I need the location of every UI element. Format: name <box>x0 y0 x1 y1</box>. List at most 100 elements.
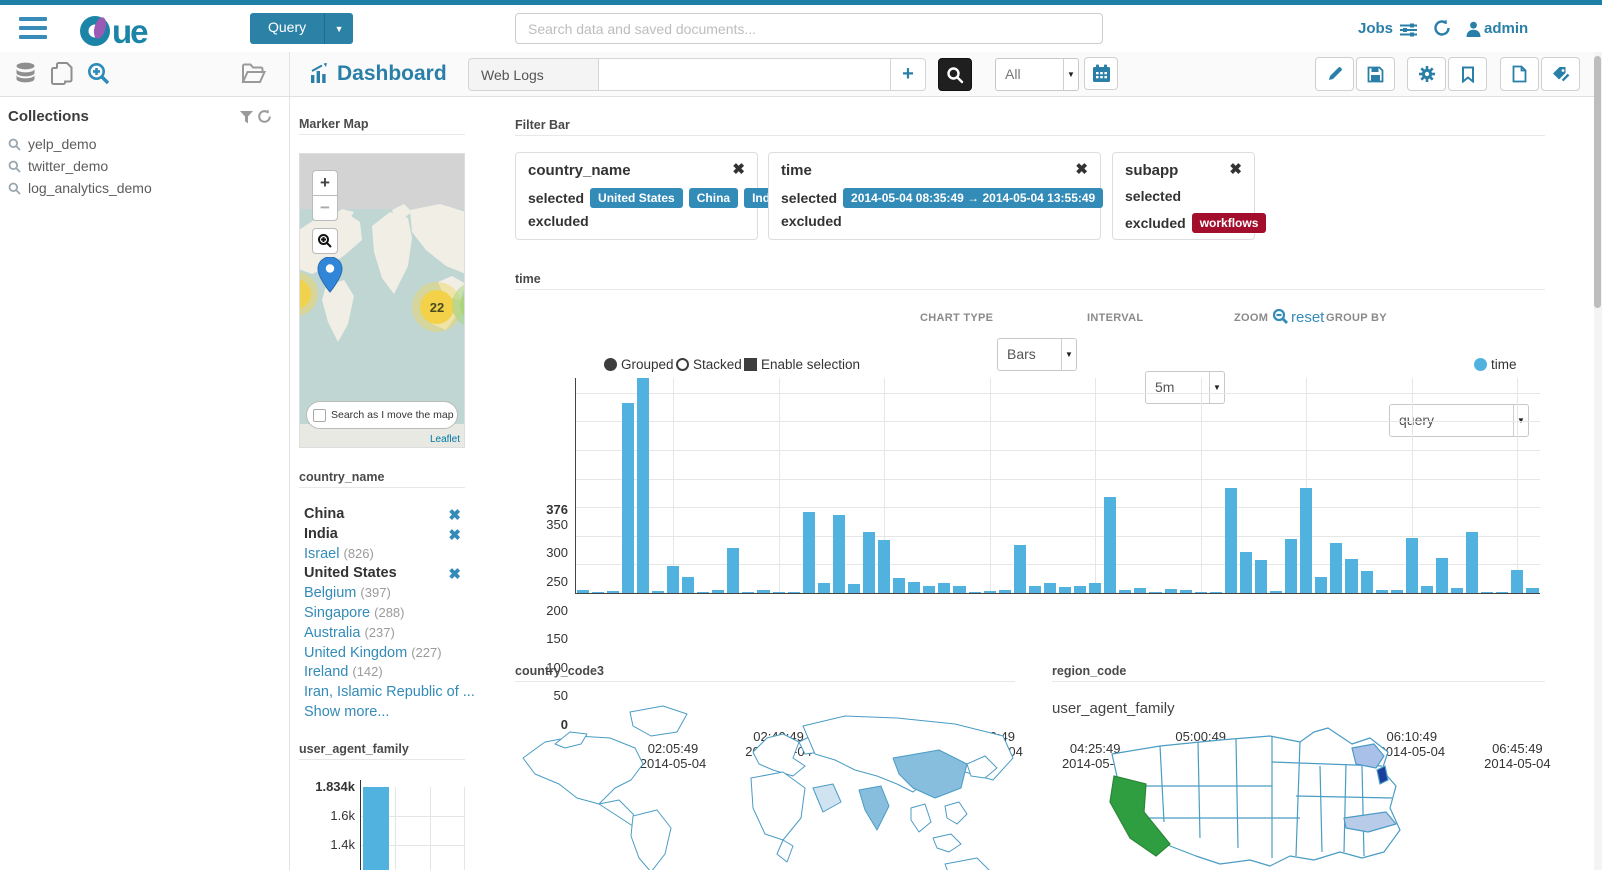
leaflet-attribution-link[interactable]: Leaflet <box>429 434 460 445</box>
time-chart-bar[interactable] <box>1164 589 1177 593</box>
time-chart-bar[interactable] <box>1134 587 1147 593</box>
filter-chip[interactable]: United States <box>590 188 683 208</box>
scrollbar-track[interactable] <box>1594 52 1602 870</box>
bookmark-icon[interactable] <box>1448 57 1487 91</box>
time-chart-bar[interactable] <box>1043 583 1056 593</box>
chart-type-select[interactable]: Bars ▼ <box>997 338 1077 371</box>
enable-selection-checkbox[interactable]: Enable selection <box>744 356 860 374</box>
tags-icon[interactable] <box>1541 57 1580 91</box>
time-chart-bar[interactable] <box>697 591 710 593</box>
folder-open-icon[interactable] <box>240 60 267 87</box>
remove-facet-icon[interactable]: ✖ <box>448 507 461 524</box>
facet-item[interactable]: Iran, Islamic Republic of ... <box>304 684 475 704</box>
time-chart-bar[interactable] <box>1239 551 1253 593</box>
edit-button[interactable] <box>1315 57 1354 91</box>
facet-item-label[interactable]: Israel <box>304 545 340 562</box>
user-icon[interactable] <box>1466 21 1481 37</box>
time-chart-bar[interactable] <box>1300 487 1313 593</box>
facet-item-label[interactable]: Singapore <box>304 604 371 621</box>
grouped-radio[interactable]: Grouped <box>604 356 674 374</box>
search-as-move-checkbox[interactable] <box>313 408 326 422</box>
filter-funnel-icon[interactable] <box>240 111 253 124</box>
remove-facet-icon[interactable]: ✖ <box>448 526 461 544</box>
database-icon[interactable] <box>14 62 37 86</box>
time-chart-bar[interactable] <box>591 591 604 593</box>
time-chart-bar[interactable] <box>1149 591 1162 593</box>
time-chart-bar[interactable] <box>1315 577 1328 593</box>
time-chart-bar[interactable] <box>1466 531 1479 593</box>
filter-chip-excluded[interactable]: workflows <box>1191 213 1267 233</box>
history-icon[interactable] <box>1432 18 1452 38</box>
time-chart-bar[interactable] <box>1360 571 1373 593</box>
zoom-in-icon[interactable] <box>86 61 112 87</box>
facet-item-label[interactable]: United Kingdom <box>304 644 408 661</box>
time-chart-bar[interactable] <box>847 584 860 593</box>
time-chart-bar[interactable] <box>1511 570 1524 593</box>
time-chart-bar[interactable] <box>1390 590 1403 593</box>
new-document-icon[interactable] <box>1500 57 1539 91</box>
marker-map-widget[interactable]: + − 5 22 2 Search as I move the map Leaf… <box>299 153 465 448</box>
time-chart-bar[interactable] <box>727 548 740 593</box>
calendar-button[interactable] <box>1084 57 1118 90</box>
time-chart-bar[interactable] <box>953 586 966 593</box>
facet-item[interactable]: Israel (826) <box>304 546 465 566</box>
time-chart-bar[interactable] <box>817 583 830 593</box>
jobs-link[interactable]: Jobs <box>1358 20 1394 37</box>
save-button[interactable] <box>1356 57 1395 91</box>
time-chart-bar[interactable] <box>1435 558 1449 593</box>
facet-item[interactable]: Ireland (142) <box>304 664 465 684</box>
collection-item-label[interactable]: twitter_demo <box>28 158 109 174</box>
remove-facet-icon[interactable]: ✖ <box>448 566 461 584</box>
facet-item-label[interactable]: Belgium <box>304 585 357 602</box>
close-icon[interactable]: ✖ <box>1075 161 1088 178</box>
facet-item-label[interactable]: Australia <box>304 624 361 641</box>
collection-item-label[interactable]: yelp_demo <box>28 136 97 152</box>
facet-item-label[interactable]: Iran, Islamic Republic of ... <box>304 684 475 701</box>
map-box-zoom-button[interactable] <box>312 228 338 254</box>
collection-item[interactable]: log_analytics_demo <box>8 177 278 199</box>
time-chart-bar[interactable] <box>1194 591 1207 593</box>
map-marker-pin[interactable] <box>317 257 343 293</box>
us-map-widget[interactable] <box>1100 726 1430 870</box>
time-chart-bar[interactable] <box>938 583 951 593</box>
interval-select[interactable]: 5m ▼ <box>1145 371 1225 404</box>
map-zoom-out-button[interactable]: − <box>312 195 338 221</box>
map-search-pill[interactable]: Search as I move the map <box>306 401 458 429</box>
time-chart-bar[interactable] <box>878 539 891 593</box>
time-chart-bar[interactable] <box>1451 588 1464 593</box>
hue-logo[interactable]: ue <box>76 11 186 49</box>
time-chart-bar[interactable] <box>1028 586 1041 593</box>
time-chart-bar[interactable] <box>757 590 770 593</box>
time-chart-bar[interactable] <box>1330 543 1343 593</box>
time-chart-bar[interactable] <box>606 591 619 593</box>
filter-chip[interactable]: China <box>688 188 739 208</box>
filter-chip[interactable]: 2014-05-04 08:35:49 → 2014-05-04 13:55:4… <box>843 188 1104 208</box>
dashboard-search-input[interactable] <box>599 66 890 83</box>
refresh-icon[interactable] <box>257 109 272 124</box>
time-chart-bar[interactable] <box>621 402 634 593</box>
time-chart-bar[interactable] <box>1255 560 1268 593</box>
time-chart-bar[interactable] <box>787 591 800 593</box>
time-chart-bar[interactable] <box>666 566 680 593</box>
time-chart-bar[interactable] <box>908 582 921 593</box>
time-chart-bar[interactable] <box>772 591 785 593</box>
facet-item[interactable]: Australia (237) <box>304 625 465 645</box>
collection-name-label[interactable]: Web Logs <box>468 58 598 91</box>
user-agent-bar[interactable] <box>363 787 389 870</box>
chevron-down-icon[interactable]: ▼ <box>324 13 353 44</box>
time-chart-bar[interactable] <box>1119 590 1132 593</box>
map-cluster[interactable]: 5 <box>300 272 318 316</box>
map-zoom-in-button[interactable]: + <box>312 170 338 196</box>
facet-item[interactable]: China ✖ <box>304 506 465 526</box>
world-map-widget[interactable] <box>515 696 1020 870</box>
time-chart-bar[interactable] <box>998 589 1011 593</box>
map-cluster[interactable]: 2 <box>452 282 464 328</box>
time-chart-bar[interactable] <box>923 586 936 593</box>
time-chart-bar[interactable] <box>862 532 876 593</box>
facet-item-label[interactable]: Ireland <box>304 664 349 681</box>
time-chart-bar[interactable] <box>1345 559 1358 593</box>
time-chart-bar[interactable] <box>1209 591 1222 593</box>
hamburger-menu-icon[interactable] <box>19 17 47 44</box>
scrollbar-thumb[interactable] <box>1594 56 1601 308</box>
show-more-link[interactable]: Show more... <box>304 703 390 720</box>
